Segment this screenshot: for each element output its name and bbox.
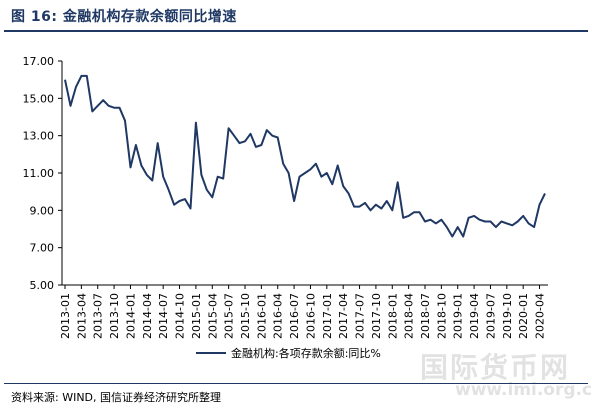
x-tick-label: 2018-10 (435, 293, 448, 339)
x-tick-label: 2016-10 (304, 293, 317, 339)
legend-label: 金融机构:各项存款余额:同比% (231, 347, 381, 360)
x-tick-label: 2018-04 (403, 293, 416, 339)
x-tick-label: 2019-04 (468, 293, 481, 339)
y-tick-label: 9.00 (30, 204, 55, 217)
x-tick-label: 2013-07 (92, 293, 105, 339)
x-tick-label: 2019-10 (501, 293, 514, 339)
x-tick-label: 2016-07 (288, 293, 301, 339)
y-tick-label: 13.00 (23, 130, 55, 143)
x-tick-label: 2013-04 (75, 293, 88, 339)
x-tick-label: 2017-07 (354, 293, 367, 339)
x-tick-label: 2019-01 (452, 293, 465, 339)
series-line (64, 74, 546, 238)
x-tick-label: 2018-07 (419, 293, 432, 339)
y-tick-label: 11.00 (23, 167, 55, 180)
y-tick-label: 17.00 (23, 55, 55, 68)
source-note: 资料来源: WIND, 国信证券经济研究所整理 (11, 391, 222, 404)
y-tick-label: 5.00 (30, 279, 55, 292)
x-tick-label: 2013-10 (108, 293, 121, 339)
chart-legend: 金融机构:各项存款余额:同比% (196, 345, 381, 361)
x-tick-label: 2014-04 (141, 293, 154, 339)
watermark-url: www.imi.org.cn (455, 380, 592, 400)
x-tick-label: 2014-07 (157, 293, 170, 339)
x-tick-label: 2015-04 (206, 293, 219, 339)
figure-header: 图 16: 金融机构存款余额同比增速 (0, 0, 592, 30)
x-tick-label: 2014-10 (174, 293, 187, 339)
watermark-logo: 国际货币网 (420, 351, 571, 384)
source-divider (4, 383, 588, 384)
title-divider (4, 30, 588, 32)
x-tick-label: 2019-07 (484, 293, 497, 339)
x-tick-label: 2015-07 (223, 293, 236, 339)
x-tick-label: 2016-01 (255, 293, 268, 339)
legend-line-swatch (196, 352, 226, 354)
x-tick-label: 2020-01 (517, 293, 530, 339)
x-tick-label: 2020-04 (534, 293, 547, 339)
x-tick-label: 2015-01 (190, 293, 203, 339)
figure-title: 图 16: 金融机构存款余额同比增速 (11, 9, 237, 25)
x-tick-label: 2017-04 (337, 293, 350, 339)
x-tick-label: 2017-10 (370, 293, 383, 339)
x-tick-label: 2018-01 (386, 293, 399, 339)
x-tick-label: 2016-04 (272, 293, 285, 339)
x-tick-label: 2015-10 (239, 293, 252, 339)
x-tick-label: 2017-01 (321, 293, 334, 339)
x-tick-label: 2014-01 (124, 293, 137, 339)
y-tick-label: 7.00 (30, 242, 55, 255)
y-tick-label: 15.00 (23, 92, 55, 105)
x-tick-label: 2013-01 (59, 293, 72, 339)
